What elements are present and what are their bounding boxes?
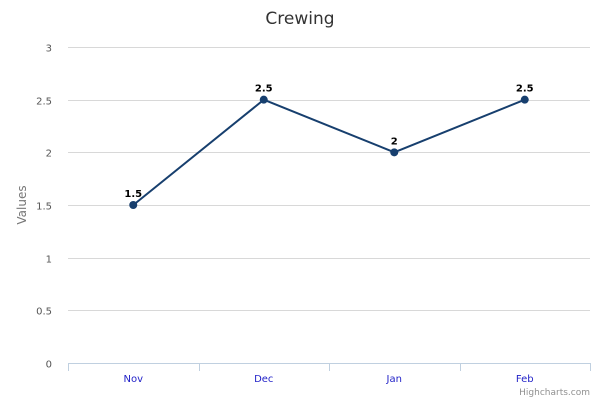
data-label: 2.5 [255,84,273,95]
data-label: 1.5 [124,189,142,200]
y-tick-labels: 0 0.5 1 1.5 2 2.5 3 [36,44,52,371]
data-labels: 1.5 2.5 2 2.5 [124,84,533,200]
x-tick-label: Dec [254,374,273,385]
x-tick-label: Nov [123,374,143,385]
data-label: 2.5 [516,84,534,95]
x-tick-label: Jan [386,374,402,385]
x-tick-labels: Nov Dec Jan Feb [123,374,533,385]
grid-lines [68,47,590,311]
data-label: 2 [391,136,398,147]
y-tick-label: 2.5 [36,97,52,108]
data-point [520,95,529,104]
y-tick-label: 3 [46,44,52,55]
y-tick-label: 1.5 [36,202,52,213]
y-tick-label: 1 [46,255,52,266]
y-tick-label: 0.5 [36,307,52,318]
data-point [259,95,268,104]
data-point [129,201,138,209]
y-axis-label: Values [15,185,29,224]
series-line [132,98,526,206]
x-axis [68,363,591,371]
credits-link[interactable]: Highcharts.com [519,388,590,398]
y-tick-label: 2 [46,149,52,160]
chart-title: Crewing [265,9,334,29]
data-point [390,148,399,157]
series [129,95,529,209]
y-tick-label: 0 [46,360,52,371]
x-tick-label: Feb [516,374,534,385]
